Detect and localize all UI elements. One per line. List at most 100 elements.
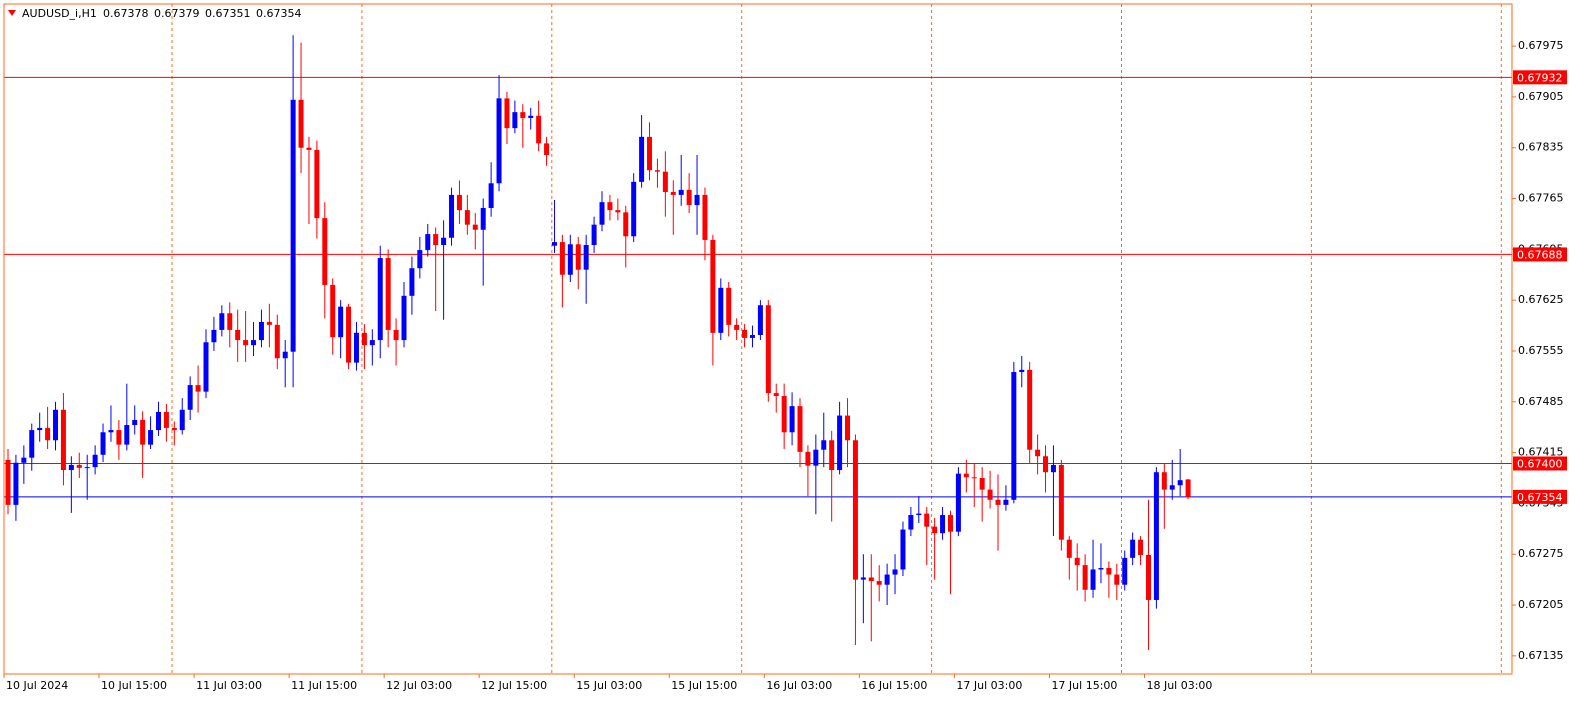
plot-frame <box>3 3 1513 675</box>
candle-body <box>631 181 637 237</box>
candle-body <box>559 242 565 275</box>
candle-body <box>670 192 676 195</box>
candle-body <box>140 419 146 445</box>
y-tick-label: 0.67625 <box>1518 293 1564 306</box>
candle-body <box>1106 568 1112 575</box>
candle-body <box>92 454 98 468</box>
candle-body <box>544 143 550 155</box>
level-price-label: 0.67400 <box>1517 457 1563 470</box>
x-tick-label: 10 Jul 15:00 <box>101 679 167 692</box>
candle-body <box>433 234 439 245</box>
level-price-box <box>1513 70 1567 85</box>
candle-body <box>876 581 882 585</box>
candle-body <box>567 244 573 275</box>
candle-body <box>734 324 740 330</box>
header-low: 0.67351 <box>205 7 251 20</box>
candle-body <box>845 415 851 441</box>
candle-body <box>947 515 953 532</box>
x-tick-label: 17 Jul 15:00 <box>1051 679 1117 692</box>
x-tick-label: 18 Jul 03:00 <box>1146 679 1212 692</box>
candle-body <box>314 149 320 219</box>
candle-body <box>1153 472 1159 600</box>
candle-body <box>353 332 359 363</box>
x-tick-label: 11 Jul 15:00 <box>291 679 357 692</box>
candle-body <box>361 332 367 346</box>
candle-body <box>1035 449 1041 457</box>
candle-body <box>266 321 272 325</box>
candle-body <box>100 432 106 455</box>
level-price-label: 0.67354 <box>1517 491 1563 504</box>
candle-body <box>401 295 407 341</box>
candle-body <box>37 427 43 431</box>
candle-body <box>789 406 795 433</box>
candle-body <box>512 112 518 129</box>
candle-body <box>1185 479 1191 497</box>
candle-body <box>678 189 684 195</box>
candle-body <box>963 473 969 478</box>
candle-body <box>860 577 866 580</box>
candle-body <box>940 515 946 534</box>
candle-body <box>282 351 288 359</box>
candle-body <box>1169 485 1175 490</box>
level-price-box <box>1513 489 1567 504</box>
candle-body <box>955 473 961 532</box>
x-tick-label: 15 Jul 15:00 <box>671 679 737 692</box>
candle-body <box>1098 568 1104 570</box>
candle-body <box>852 440 858 580</box>
level-price-box <box>1513 247 1567 262</box>
candle-body <box>68 464 74 471</box>
candle-body <box>995 499 1001 505</box>
candle-body <box>116 430 122 445</box>
candle-body <box>171 427 177 431</box>
y-tick-label: 0.67275 <box>1518 547 1564 560</box>
separators <box>171 4 1502 674</box>
candle-body <box>203 342 209 392</box>
candle-body <box>654 170 660 172</box>
candle-body <box>1114 574 1120 585</box>
candle-body <box>330 284 336 338</box>
candle-body <box>599 202 605 225</box>
candle-body <box>449 194 455 238</box>
x-tick-label: 16 Jul 15:00 <box>861 679 927 692</box>
candle-body <box>1050 464 1056 473</box>
header-icon <box>8 10 16 16</box>
y-tick-label: 0.67415 <box>1518 446 1564 459</box>
candle-body <box>932 526 938 534</box>
candle-body <box>425 234 431 251</box>
candle-body <box>258 321 264 341</box>
candle-body <box>726 287 732 325</box>
candle-body <box>179 409 185 431</box>
candle-body <box>583 244 589 270</box>
candle-body <box>1019 369 1025 373</box>
candle-body <box>1011 372 1017 500</box>
candle-body <box>900 529 906 570</box>
candle-body <box>1122 557 1128 585</box>
candle-body <box>409 268 415 296</box>
candle-body <box>13 462 19 505</box>
candle-body <box>227 313 233 330</box>
candle-body <box>45 427 51 441</box>
candle-body <box>575 244 581 270</box>
candle-body <box>623 212 629 237</box>
candle-body <box>369 340 375 346</box>
x-tick-label: 12 Jul 03:00 <box>386 679 452 692</box>
candle-body <box>829 440 835 471</box>
candle-body <box>749 335 755 338</box>
candle-body <box>464 210 470 225</box>
candle-body <box>916 513 922 516</box>
candle-body <box>971 477 977 479</box>
candle-body <box>417 250 423 269</box>
candle-body <box>821 440 827 450</box>
candle-body <box>219 313 225 330</box>
candle-body <box>797 406 803 452</box>
candle-body <box>306 147 312 150</box>
header-open: 0.67378 <box>103 7 149 20</box>
candle-body <box>908 515 914 530</box>
candle-body <box>441 237 447 245</box>
candle-body <box>163 411 169 428</box>
candle-body <box>195 385 201 392</box>
candle-body <box>979 478 985 490</box>
candle-body <box>607 202 613 211</box>
